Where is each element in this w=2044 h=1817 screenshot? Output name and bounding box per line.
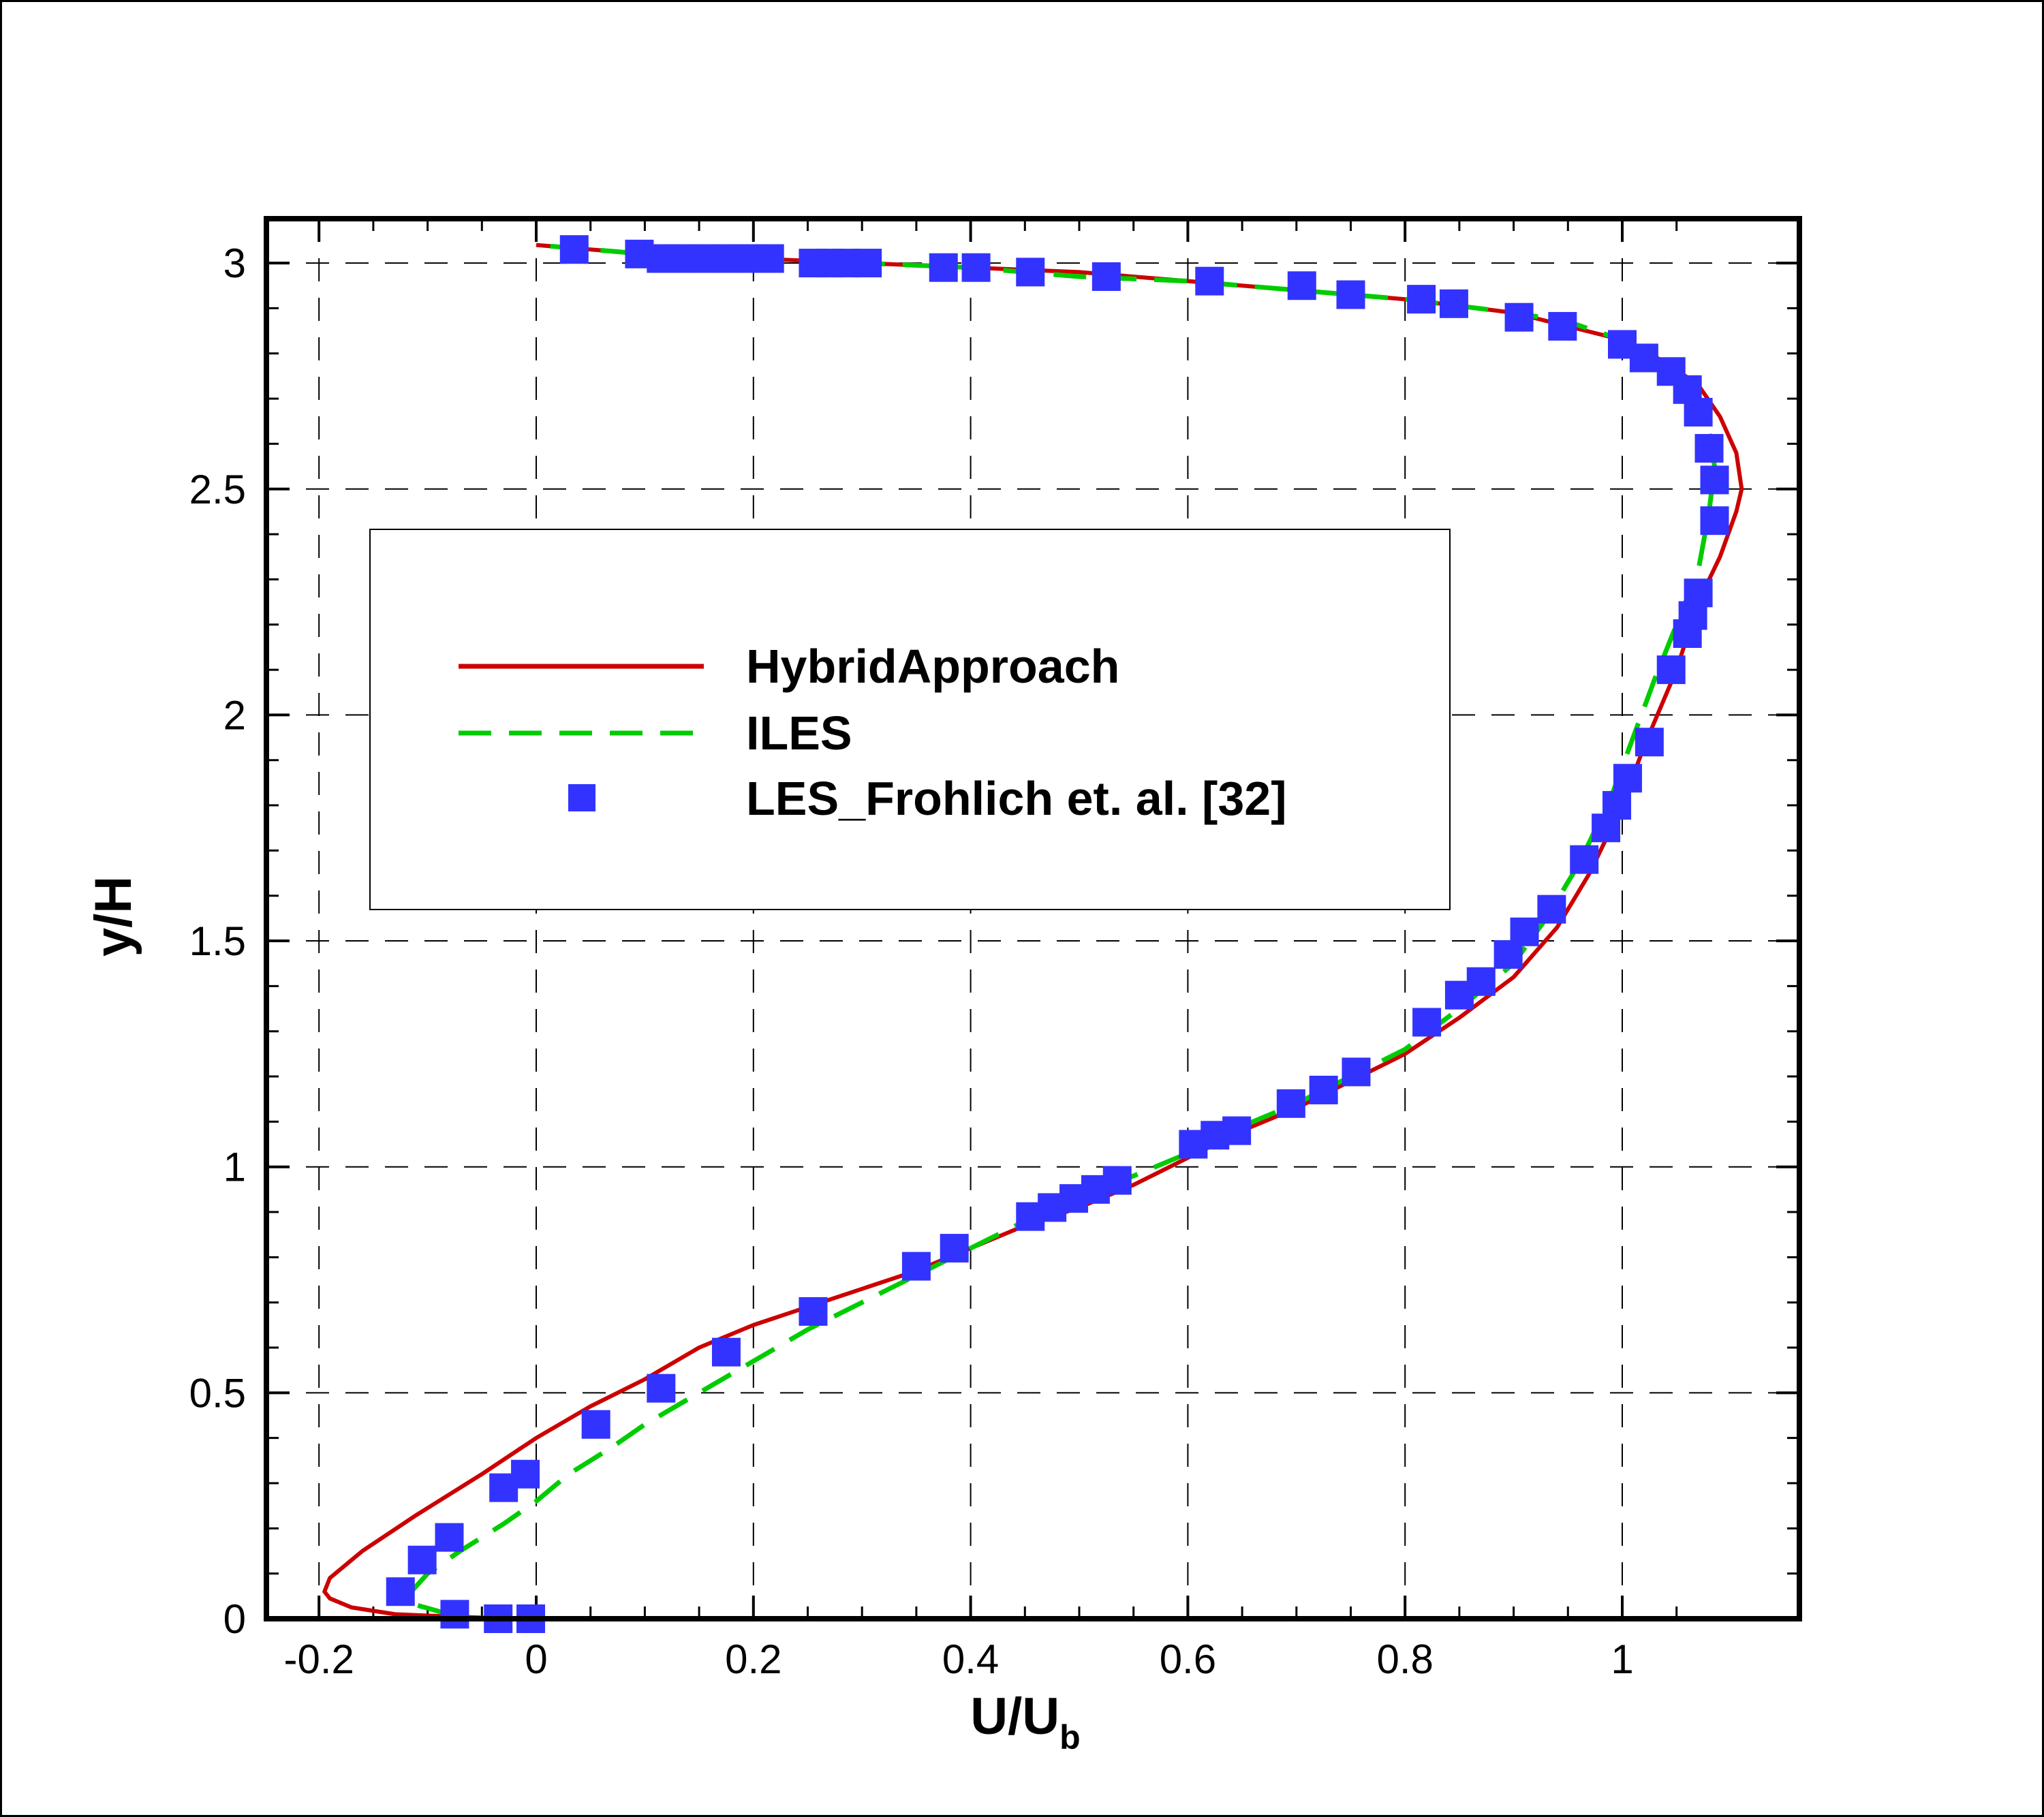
les-marker (1016, 258, 1045, 287)
legend-swatch-les (568, 784, 595, 811)
les-marker (1700, 465, 1729, 495)
les-marker (1102, 1166, 1132, 1195)
y-tick-label: 0.5 (189, 1370, 246, 1416)
les-marker (1694, 434, 1724, 463)
x-tick-label: 0.4 (942, 1636, 999, 1682)
les-marker (961, 253, 991, 282)
les-marker (1091, 262, 1121, 291)
les-marker (1700, 506, 1729, 535)
les-marker (647, 1373, 676, 1403)
legend-label-hybrid: HybridApproach (746, 640, 1119, 693)
les-marker (1222, 1116, 1252, 1145)
les-marker (435, 1523, 464, 1552)
y-tick-label: 1 (223, 1145, 246, 1190)
y-tick-label: 1.5 (189, 918, 246, 964)
les-marker (901, 1252, 931, 1281)
les-marker (1439, 289, 1468, 318)
les-marker (1684, 578, 1713, 608)
les-marker (625, 239, 654, 268)
les-marker (799, 249, 828, 278)
tick-labels: -0.2 0 0.2 0.4 0.6 0.8 1 0 0.5 1 1.5 2 2.5 3 (189, 240, 1634, 1682)
y-tick-label: 2.5 (189, 467, 246, 512)
les-marker (386, 1577, 415, 1606)
les-marker (1537, 895, 1566, 924)
les-marker (1608, 330, 1637, 359)
les-marker (407, 1545, 437, 1574)
x-tick-label: 0.8 (1376, 1636, 1433, 1682)
series-layer (322, 235, 1744, 1633)
les-marker (1407, 285, 1436, 314)
les-marker (929, 253, 958, 282)
y-tick-label: 3 (223, 240, 246, 286)
x-tick-label: 0.6 (1160, 1636, 1216, 1682)
legend-label-les: LES_Frohlich et. al. [32] (746, 772, 1287, 825)
legend-box (369, 529, 1451, 910)
les-marker (1510, 917, 1539, 946)
les-marker (559, 235, 589, 264)
x-axis-title-subscript: b (1059, 1718, 1081, 1756)
x-tick-label: 0.2 (725, 1636, 781, 1682)
les-marker (1287, 271, 1316, 300)
les-marker (1276, 1089, 1305, 1118)
les-marker (1412, 1008, 1442, 1037)
x-tick-label: 0 (525, 1636, 547, 1682)
x-tick-label: 1 (1611, 1636, 1633, 1682)
les-marker (1656, 655, 1686, 685)
les-marker (799, 1296, 828, 1326)
les-marker (1602, 791, 1632, 820)
les-marker (1656, 357, 1686, 386)
les-marker (1195, 266, 1224, 296)
legend: HybridApproach ILES LES_Frohlich et. al.… (369, 529, 1451, 910)
les-marker (1309, 1075, 1338, 1104)
axis-ticks (266, 219, 1799, 1620)
les-marker (1336, 280, 1365, 309)
plot-area-border (264, 216, 1802, 1621)
les-marker (1466, 967, 1496, 996)
y-tick-label: 0 (223, 1596, 246, 1642)
les-marker (711, 1337, 741, 1367)
x-axis-title: U/Ub (970, 1688, 1080, 1756)
les-marker (1504, 302, 1534, 332)
x-tick-label: -0.2 (284, 1636, 354, 1682)
les-marker (1548, 311, 1577, 341)
les-marker (440, 1600, 469, 1629)
les-marker (511, 1459, 540, 1489)
les-marker (1635, 728, 1664, 757)
y-tick-label: 2 (223, 692, 246, 738)
legend-label-iles: ILES (746, 706, 852, 760)
les-marker (1342, 1057, 1371, 1087)
grid-lines (266, 219, 1799, 1619)
les-marker (940, 1234, 969, 1263)
les-marker (581, 1410, 610, 1439)
les-marker (1570, 845, 1599, 874)
y-axis-title: y/H (84, 876, 142, 957)
les-marker (1613, 764, 1642, 793)
